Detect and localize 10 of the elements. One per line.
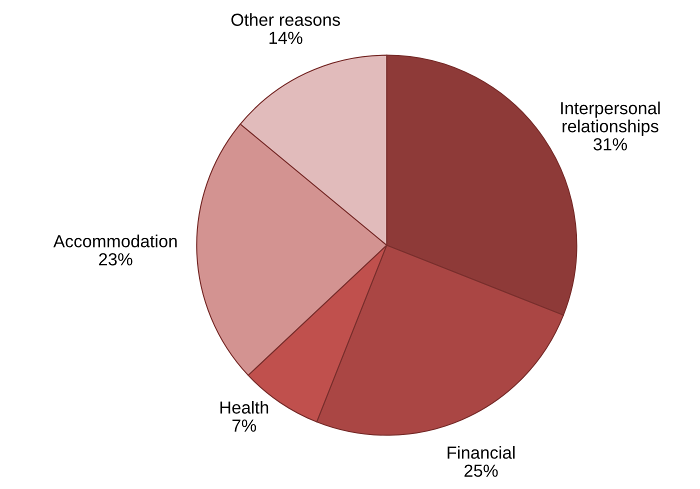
data-label: 31% [594, 138, 627, 150]
data-label: 14% [270, 32, 302, 44]
slice-label: Accommodation [53, 234, 177, 248]
data-label: 23% [99, 253, 132, 266]
slice-label: Financial [448, 446, 515, 459]
data-label: 7% [232, 420, 256, 432]
slice-label: Other reasons [231, 13, 340, 26]
data-label: 25% [464, 464, 498, 477]
slice-label: Health [220, 400, 268, 414]
slice-label: Interpersonal relationships [561, 102, 660, 136]
